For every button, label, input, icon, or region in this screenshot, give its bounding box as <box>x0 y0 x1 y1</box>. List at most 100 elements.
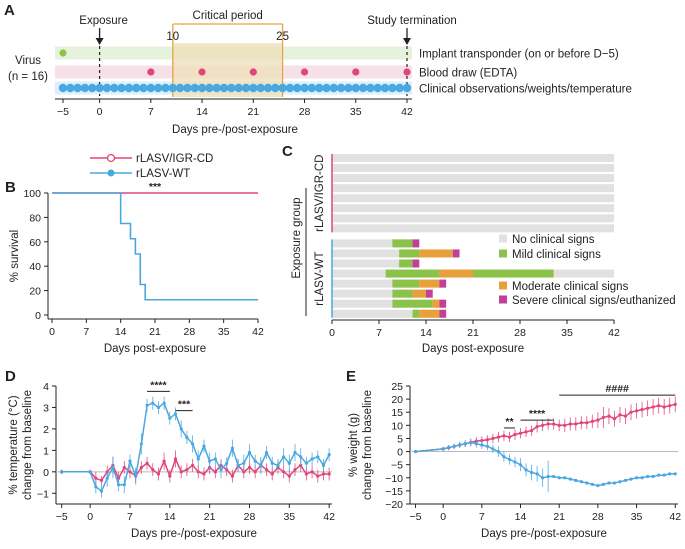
data-point <box>413 449 418 454</box>
x-tick-label: 7 <box>376 327 382 339</box>
timeline-dot <box>147 68 155 76</box>
x-tick-label: 0 <box>87 511 93 523</box>
data-point <box>287 474 291 478</box>
gantt-bar-severe <box>412 259 420 268</box>
gantt-bar-severe <box>439 309 447 318</box>
gantt-bar-none <box>332 154 614 162</box>
x-tick-label: 21 <box>247 106 259 118</box>
timeline-dot <box>395 83 404 93</box>
data-point <box>190 463 195 467</box>
data-point <box>213 470 217 474</box>
timeline-dot <box>73 83 82 93</box>
data-point <box>264 468 269 472</box>
data-point <box>596 484 600 488</box>
y-tick-label: −20 <box>385 499 403 511</box>
timeline-dot <box>271 83 280 93</box>
virus-label: Virus <box>15 55 41 67</box>
significance-label: **** <box>529 408 546 420</box>
gantt-bar-severe <box>426 289 433 298</box>
data-point <box>94 476 98 480</box>
data-point <box>253 470 257 474</box>
x-tick-label: 21 <box>204 511 216 523</box>
gantt-bar-none <box>332 194 614 203</box>
timeline-dot <box>124 83 134 93</box>
timeline-dot <box>249 68 257 76</box>
timeline-dot <box>161 83 170 93</box>
data-point <box>88 470 92 474</box>
data-point <box>491 447 495 451</box>
timeline-dot <box>241 83 251 93</box>
data-point <box>579 421 583 425</box>
timeline-dot <box>278 83 287 93</box>
timeline-dot <box>336 83 346 93</box>
data-point <box>657 404 661 408</box>
data-point <box>111 465 115 470</box>
significance-label: *** <box>149 181 162 193</box>
significance-label: ** <box>505 416 514 428</box>
data-point <box>327 453 331 457</box>
significance-label: **** <box>150 379 167 391</box>
gantt-bar-severe <box>439 279 447 288</box>
gantt-bar-moderate <box>419 279 440 288</box>
x-tick-label: 0 <box>329 327 335 339</box>
data-point <box>168 416 172 420</box>
data-point <box>546 474 550 479</box>
data-point <box>145 461 149 465</box>
gantt-bar-moderate <box>432 299 440 308</box>
data-point <box>646 406 650 410</box>
gantt-bar-none <box>332 204 614 213</box>
data-point <box>122 483 126 487</box>
data-point <box>513 460 517 464</box>
y-tick-label: 1 <box>43 445 49 457</box>
data-point <box>60 470 64 474</box>
y-tick-label: 20 <box>29 286 41 298</box>
data-point <box>662 473 666 477</box>
y-tick-label: −1 <box>37 488 49 500</box>
data-point <box>139 442 143 446</box>
legend-marker-wt <box>107 169 115 177</box>
timeline-dot <box>293 83 302 93</box>
data-point <box>601 482 606 486</box>
data-point <box>452 444 456 448</box>
data-point <box>623 478 628 482</box>
data-point <box>128 470 132 474</box>
data-point <box>168 474 172 478</box>
timeline-dot <box>402 83 412 93</box>
gantt-bar-none <box>332 164 614 173</box>
gantt-bar-none <box>332 279 447 288</box>
y-axis-label: % survival <box>9 230 21 282</box>
data-point <box>618 413 622 417</box>
data-point <box>535 425 539 429</box>
timeline-dot <box>110 83 119 93</box>
data-point <box>568 477 572 481</box>
x-tick-label: 35 <box>631 511 643 523</box>
gantt-bar-none <box>332 299 447 308</box>
y-tick-label: 4 <box>43 381 49 393</box>
data-point <box>310 470 314 474</box>
data-point <box>607 414 611 418</box>
legend-swatch-1 <box>499 249 507 258</box>
row-label-0: Implant transponder (on or before D−5) <box>419 49 619 61</box>
data-point <box>574 478 578 482</box>
data-point <box>253 459 257 463</box>
data-point <box>247 465 252 470</box>
timeline-dot <box>249 83 258 93</box>
data-point <box>507 457 512 462</box>
data-point <box>529 470 534 475</box>
data-point <box>293 468 297 472</box>
data-point <box>474 442 478 446</box>
data-point <box>230 446 235 450</box>
data-point <box>156 405 161 410</box>
data-point <box>208 459 212 463</box>
panel-label-b: B <box>5 179 16 196</box>
group-label-wt: rLASV-WT <box>314 251 326 305</box>
data-point <box>579 480 583 484</box>
data-point <box>458 443 462 447</box>
data-point <box>496 449 501 454</box>
gantt-bar-mild <box>392 299 433 308</box>
data-point <box>264 450 269 455</box>
data-point <box>321 463 326 467</box>
data-point <box>447 446 451 450</box>
data-point <box>173 457 178 461</box>
